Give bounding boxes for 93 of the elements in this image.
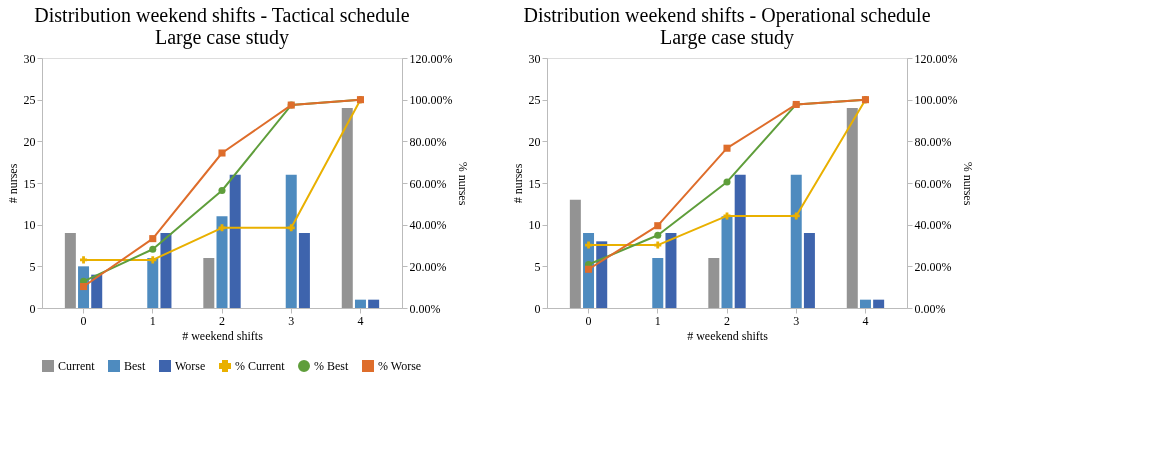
point [585, 241, 593, 249]
y-tick-label: 10 [528, 218, 541, 233]
y2-tick-label: 20.00% [914, 259, 952, 274]
y2-tick-label: 0.00% [914, 301, 946, 316]
legend-label: % Current [235, 359, 286, 373]
point [80, 256, 88, 264]
y2-axis-title: % nurses [456, 161, 471, 206]
bar [64, 233, 76, 308]
point [654, 241, 662, 249]
x-axis-title: # weekend shifts [182, 328, 264, 343]
bar [203, 258, 215, 308]
y2-tick-label: 80.00% [914, 134, 952, 149]
point [218, 149, 226, 157]
y-tick-label: 25 [23, 93, 36, 108]
x-axis-title: # weekend shifts [687, 328, 769, 343]
chart-title: Distribution weekend shifts - Operational schedule Large case study [523, 4, 931, 49]
y-tick-label: 0 [534, 301, 541, 316]
y-tick-label: 0 [29, 301, 36, 316]
y2-tick-label: 100.00% [914, 93, 958, 108]
bar [354, 299, 366, 308]
bar [873, 299, 885, 308]
bar [734, 174, 746, 308]
bar [216, 216, 228, 308]
bar [790, 174, 802, 308]
x-tick-label: 3 [793, 313, 800, 328]
y2-axis-title: % nurses [961, 161, 976, 206]
y-tick-label: 25 [528, 93, 541, 108]
point [149, 256, 157, 264]
bar [721, 216, 733, 308]
bar [569, 199, 581, 308]
y2-tick-label: 0.00% [409, 301, 441, 316]
bar [596, 241, 608, 308]
point [723, 178, 731, 186]
y2-tick-label: 40.00% [914, 218, 952, 233]
x-tick-label: 0 [80, 313, 87, 328]
point [792, 212, 800, 220]
y-axis-title: # nurses [510, 163, 525, 204]
point [654, 222, 662, 230]
x-tick-label: 1 [149, 313, 156, 328]
bar [859, 299, 871, 308]
y2-tick-label: 40.00% [409, 218, 447, 233]
point [654, 231, 662, 239]
y2-tick-label: 120.00% [914, 51, 958, 66]
bar [91, 274, 103, 308]
y-tick-label: 5 [534, 259, 541, 274]
bar [846, 108, 858, 308]
y2-tick-label: 20.00% [409, 259, 447, 274]
y-tick-label: 15 [528, 176, 541, 191]
legend-label: % Worse [378, 359, 422, 373]
bar [708, 258, 720, 308]
y2-tick-label: 60.00% [409, 176, 447, 191]
x-tick-label: 3 [288, 313, 295, 328]
legend-label: % Best [314, 359, 349, 373]
bar [285, 174, 297, 308]
x-tick-label: 4 [862, 313, 869, 328]
point [80, 283, 88, 291]
point [149, 235, 157, 243]
bar [652, 258, 664, 308]
point [218, 186, 226, 195]
bar [229, 174, 241, 308]
y-tick-label: 20 [528, 134, 541, 149]
x-tick-label: 1 [654, 313, 661, 328]
legend-label: Current [58, 359, 96, 373]
y-tick-label: 15 [23, 176, 36, 191]
bar [803, 233, 815, 308]
y2-tick-label: 100.00% [409, 93, 453, 108]
chart-title: Distribution weekend shifts - Tactical schedule Large case study [34, 4, 410, 49]
y-tick-label: 30 [528, 51, 541, 66]
x-tick-label: 2 [724, 313, 730, 328]
bar [368, 299, 380, 308]
point [149, 245, 157, 253]
y-tick-label: 10 [23, 218, 36, 233]
bar [298, 233, 310, 308]
y2-tick-label: 60.00% [914, 176, 952, 191]
bar [160, 233, 172, 308]
bar [341, 108, 353, 308]
legend-label: Best [124, 359, 146, 373]
y-axis-title: # nurses [5, 163, 20, 204]
legend-label: Worse [175, 359, 206, 373]
point [287, 224, 295, 232]
x-tick-label: 4 [357, 313, 364, 328]
bar [665, 233, 677, 308]
y-tick-label: 5 [29, 259, 36, 274]
x-tick-label: 2 [219, 313, 225, 328]
y-tick-label: 30 [23, 51, 36, 66]
y2-tick-label: 120.00% [409, 51, 453, 66]
x-tick-label: 0 [585, 313, 592, 328]
bar [147, 258, 159, 308]
y-tick-label: 20 [23, 134, 36, 149]
y2-tick-label: 80.00% [409, 134, 447, 149]
point [218, 224, 226, 232]
point [585, 265, 593, 273]
point [723, 144, 731, 152]
